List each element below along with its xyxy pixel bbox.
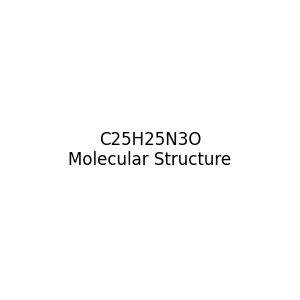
Text: C25H25N3O
Molecular Structure: C25H25N3O Molecular Structure: [68, 130, 232, 170]
